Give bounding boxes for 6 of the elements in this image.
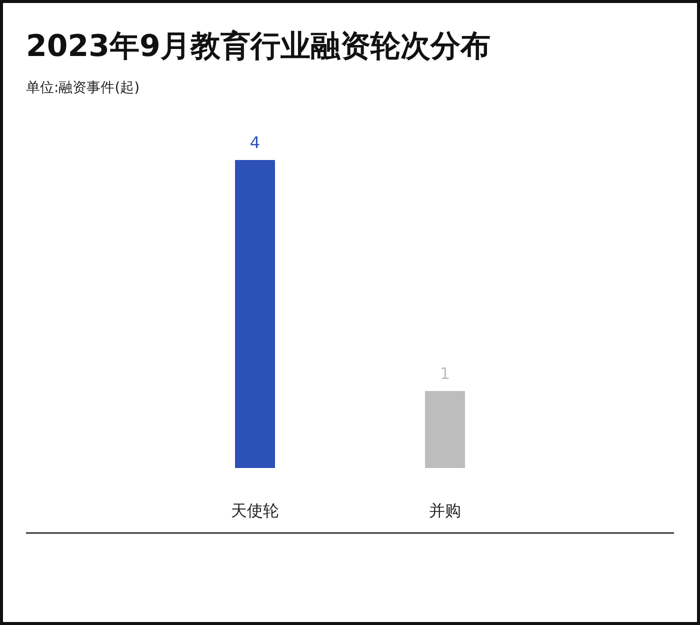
data-label: 4 bbox=[250, 133, 260, 152]
chart-title: 2023年9月教育行业融资轮次分布 bbox=[26, 29, 490, 64]
chart-subtitle: 单位:融资事件(起) bbox=[26, 80, 140, 96]
x-tick-label: 并购 bbox=[429, 501, 461, 520]
data-label: 1 bbox=[440, 364, 450, 383]
x-tick-label: 天使轮 bbox=[231, 501, 279, 520]
